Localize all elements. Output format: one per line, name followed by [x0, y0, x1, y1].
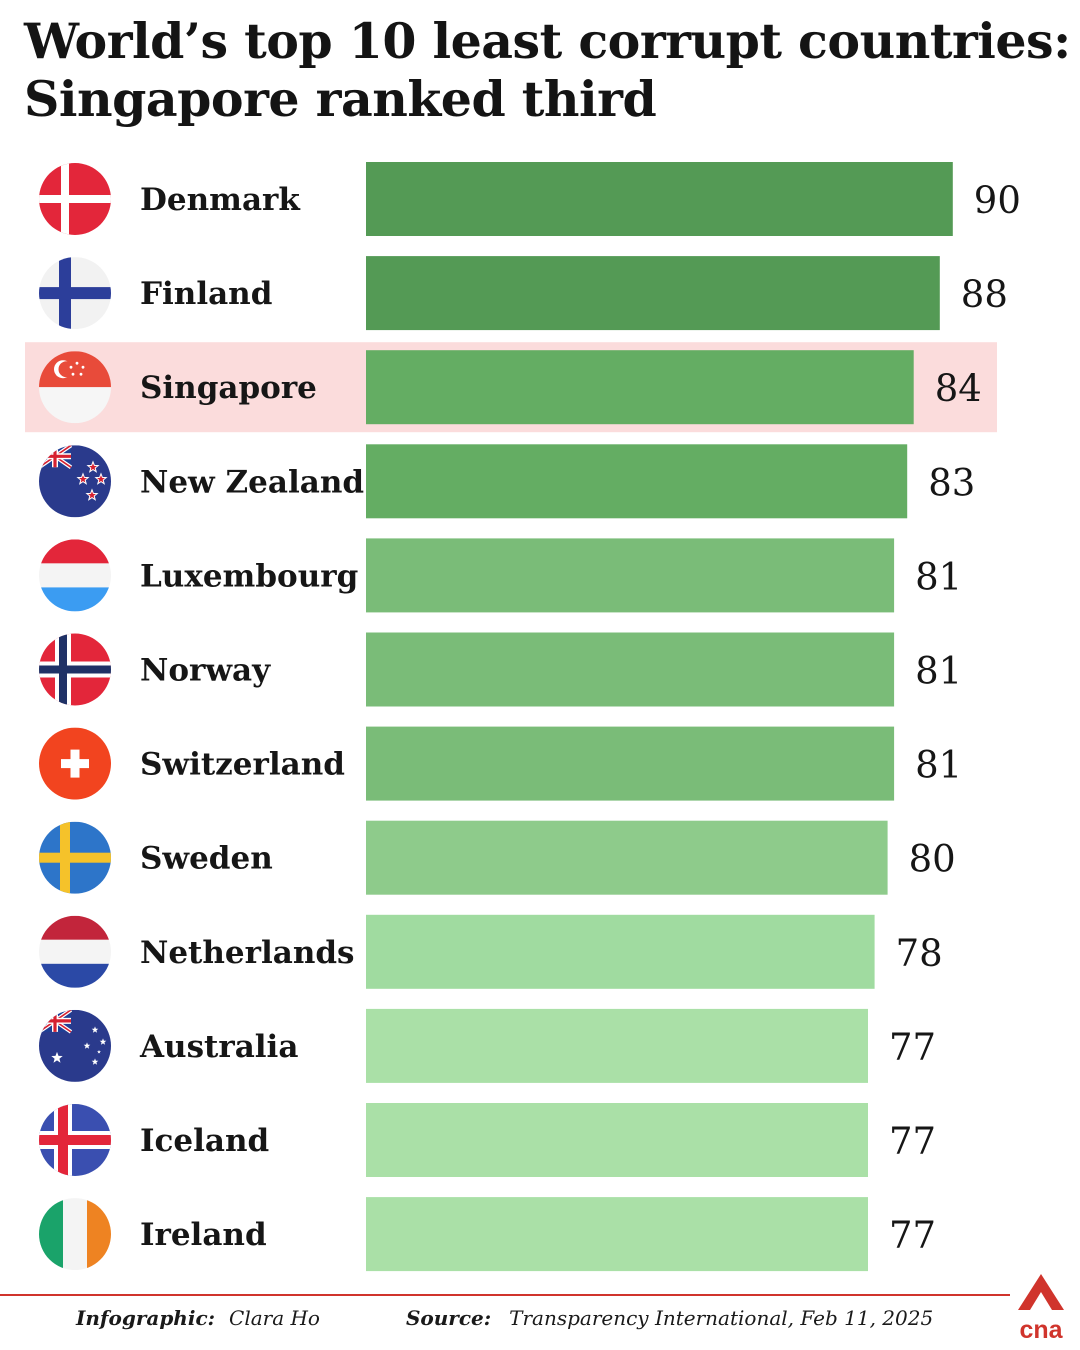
category-label: Luxembourg: [140, 558, 358, 594]
bar-row: Switzerland 81: [39, 726, 962, 801]
luxembourg-flag-icon: [39, 539, 111, 612]
bar-row: Netherlands 78: [39, 914, 943, 989]
footer-credits: Infographic: Clara Ho Source: Transparency …: [76, 1306, 933, 1330]
value-label: 90: [974, 179, 1021, 222]
bar-row: Ireland 77: [39, 1197, 936, 1272]
category-label: Norway: [140, 653, 271, 689]
bar: [366, 1103, 868, 1177]
bar-row: Australia 77: [39, 1008, 936, 1083]
value-label: 80: [909, 838, 956, 881]
denmark-flag-icon: [39, 163, 111, 235]
category-label: Netherlands: [140, 935, 355, 971]
category-label: New Zealand: [140, 464, 364, 500]
bar: [366, 444, 908, 519]
iceland-flag-icon: [39, 1104, 111, 1176]
value-label: 84: [935, 367, 982, 410]
value-label: 81: [915, 650, 962, 693]
bar-row: Iceland 77: [39, 1103, 936, 1177]
sweden-flag-icon: [39, 821, 111, 894]
value-label: 83: [928, 461, 975, 504]
norway-flag-icon: [39, 633, 111, 706]
bar: [366, 162, 953, 236]
switzerland-flag-icon: [39, 727, 111, 800]
footer-divider: [0, 1294, 1010, 1296]
bar: [366, 632, 895, 707]
bar: [366, 820, 888, 895]
value-label: 78: [896, 932, 943, 975]
bar-row: New Zealand 83: [39, 444, 975, 519]
cna-logo: cna: [1018, 1274, 1064, 1344]
bar-row: Sweden 80: [39, 820, 956, 895]
chart-title: World’s top 10 least corrupt countries: …: [24, 12, 1071, 128]
bar: [366, 350, 914, 425]
category-label: Finland: [140, 276, 272, 312]
value-label: 81: [915, 744, 962, 787]
bar: [366, 914, 875, 989]
title-line-1: World’s top 10 least corrupt countries:: [24, 12, 1071, 70]
bar: [366, 538, 895, 613]
value-label: 81: [915, 555, 962, 598]
category-label: Denmark: [140, 182, 301, 218]
category-label: Australia: [139, 1029, 298, 1065]
title-line-2: Singapore ranked third: [24, 70, 657, 128]
infographic-author: Clara Ho: [229, 1306, 320, 1330]
svg-text:cna: cna: [1019, 1316, 1063, 1344]
value-label: 77: [889, 1120, 936, 1163]
bar: [366, 1008, 868, 1083]
value-label: 88: [961, 273, 1008, 316]
bar-row: Denmark 90: [39, 162, 1021, 236]
bar: [366, 256, 940, 331]
bar-row: Singapore 84: [25, 342, 997, 433]
bar-row: Norway 81: [39, 632, 962, 707]
category-label: Switzerland: [140, 747, 345, 783]
finland-flag-icon: [39, 257, 111, 330]
source-label: Source:: [405, 1306, 492, 1330]
value-label: 77: [889, 1026, 936, 1069]
singapore-flag-icon: [39, 351, 111, 424]
bar-row: Finland 88: [39, 256, 1008, 331]
bar: [366, 1197, 868, 1272]
category-label: Sweden: [140, 841, 273, 877]
bar-row: Luxembourg 81: [39, 538, 962, 613]
bar: [366, 726, 895, 801]
source-text: Transparency International, Feb 11, 2025: [509, 1306, 934, 1330]
new-zealand-flag-icon: [39, 445, 111, 518]
netherlands-flag-icon: [39, 915, 111, 988]
category-label: Ireland: [140, 1217, 267, 1253]
australia-flag-icon: [39, 1009, 111, 1082]
category-label: Singapore: [140, 370, 317, 406]
ireland-flag-icon: [39, 1198, 111, 1271]
value-label: 77: [889, 1214, 936, 1257]
infographic-label: Infographic:: [76, 1306, 216, 1330]
category-label: Iceland: [140, 1123, 269, 1159]
